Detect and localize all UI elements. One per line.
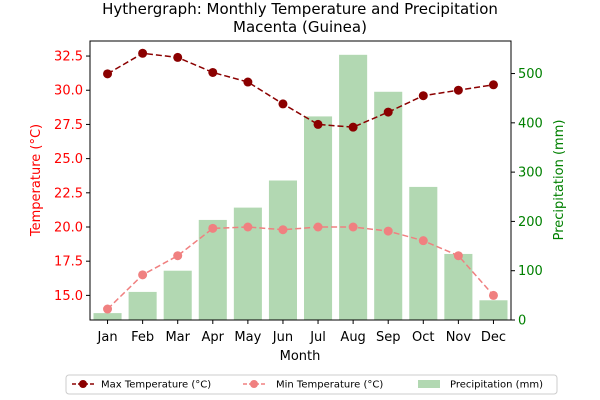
min-temp-point <box>313 222 323 232</box>
min-temp-point <box>243 222 253 232</box>
max-temp-point <box>313 119 323 129</box>
precipitation-bar <box>93 313 122 320</box>
x-tick-label: Mar <box>165 330 190 345</box>
y-right-tick-label: 500 <box>518 67 543 82</box>
y-right-tick-label: 100 <box>518 264 543 279</box>
max-temp-point <box>348 122 358 132</box>
y-right-tick-label: 300 <box>518 166 543 181</box>
min-temp-point <box>173 251 183 261</box>
y-left-tick-label: 17.5 <box>54 255 83 270</box>
precipitation-bar <box>374 91 403 320</box>
y-left-tick-label: 15.0 <box>54 289 83 304</box>
x-tick-label: Jun <box>272 330 293 345</box>
x-tick-label: Oct <box>412 330 434 345</box>
min-temp-point <box>348 222 358 232</box>
x-tick-label: Apr <box>202 330 225 345</box>
legend-label: Precipitation (mm) <box>450 380 543 391</box>
plot-frame <box>89 40 512 321</box>
legend-label: Min Temperature (°C) <box>276 380 383 391</box>
min-temp-line <box>107 226 495 310</box>
x-tick-label: Sep <box>376 330 401 345</box>
max-temp-point <box>173 52 183 62</box>
x-axis-label: Month <box>280 349 321 364</box>
y-right-tick-label: 200 <box>518 215 543 230</box>
min-temp-point <box>278 225 288 235</box>
y-axis-right-label: Precipitation (mm) <box>552 120 567 241</box>
x-tick-label: Jul <box>309 330 326 345</box>
min-temp-point <box>138 270 148 280</box>
x-tick-label: Dec <box>481 330 506 345</box>
precipitation-bar <box>198 219 227 320</box>
x-tick-label: Feb <box>131 330 154 345</box>
chart-subtitle: Macenta (Guinea) <box>233 18 367 36</box>
max-temp-point <box>453 85 463 95</box>
x-tick-label: May <box>234 330 261 345</box>
max-temp-point <box>243 77 253 87</box>
max-temp-point <box>103 69 113 79</box>
precipitation-bar <box>128 291 157 320</box>
y-axis-left-label: Temperature (°C) <box>29 124 44 237</box>
max-temp-point <box>208 67 218 77</box>
legend-marker <box>250 380 258 388</box>
legend-frame <box>65 374 558 395</box>
min-temp-point <box>208 223 218 233</box>
chart-title: Hythergraph: Monthly Temperature and Pre… <box>102 0 498 18</box>
precipitation-bar <box>163 270 192 320</box>
y-left-tick-label: 25.0 <box>54 152 83 167</box>
min-temp-point <box>103 304 113 314</box>
max-temp-point <box>488 80 498 90</box>
min-temp-point <box>453 251 463 261</box>
legend-marker <box>79 380 87 388</box>
y-right-tick-label: 400 <box>518 116 543 131</box>
precipitation-bar <box>409 186 438 320</box>
y-left-tick-label: 32.5 <box>54 50 83 65</box>
min-temp-point <box>488 290 498 300</box>
max-temp-point <box>278 99 288 109</box>
x-tick-label: Nov <box>446 330 472 345</box>
precipitation-bar <box>444 253 473 320</box>
precipitation-bar <box>339 54 368 320</box>
precipitation-bar <box>268 180 297 320</box>
y-left-tick-label: 30.0 <box>54 84 83 99</box>
max-temp-line <box>107 52 494 128</box>
max-temp-point <box>383 107 393 117</box>
min-temp-point <box>418 236 428 246</box>
legend-bar-swatch <box>418 380 440 388</box>
max-temp-point <box>138 48 148 58</box>
y-right-tick-label: 0 <box>518 314 526 329</box>
x-tick-label: Jan <box>97 330 118 345</box>
precipitation-bar <box>479 300 508 320</box>
precipitation-bar <box>304 116 333 320</box>
x-tick-label: Aug <box>340 330 365 345</box>
legend-label: Max Temperature (°C) <box>101 380 211 391</box>
y-left-tick-label: 20.0 <box>54 221 83 236</box>
min-temp-point <box>383 226 393 236</box>
max-temp-point <box>418 91 428 101</box>
legend: Max Temperature (°C) Min Temperature (°C)… <box>65 374 558 395</box>
y-left-tick-label: 22.5 <box>54 186 83 201</box>
y-left-tick-label: 27.5 <box>54 118 83 133</box>
